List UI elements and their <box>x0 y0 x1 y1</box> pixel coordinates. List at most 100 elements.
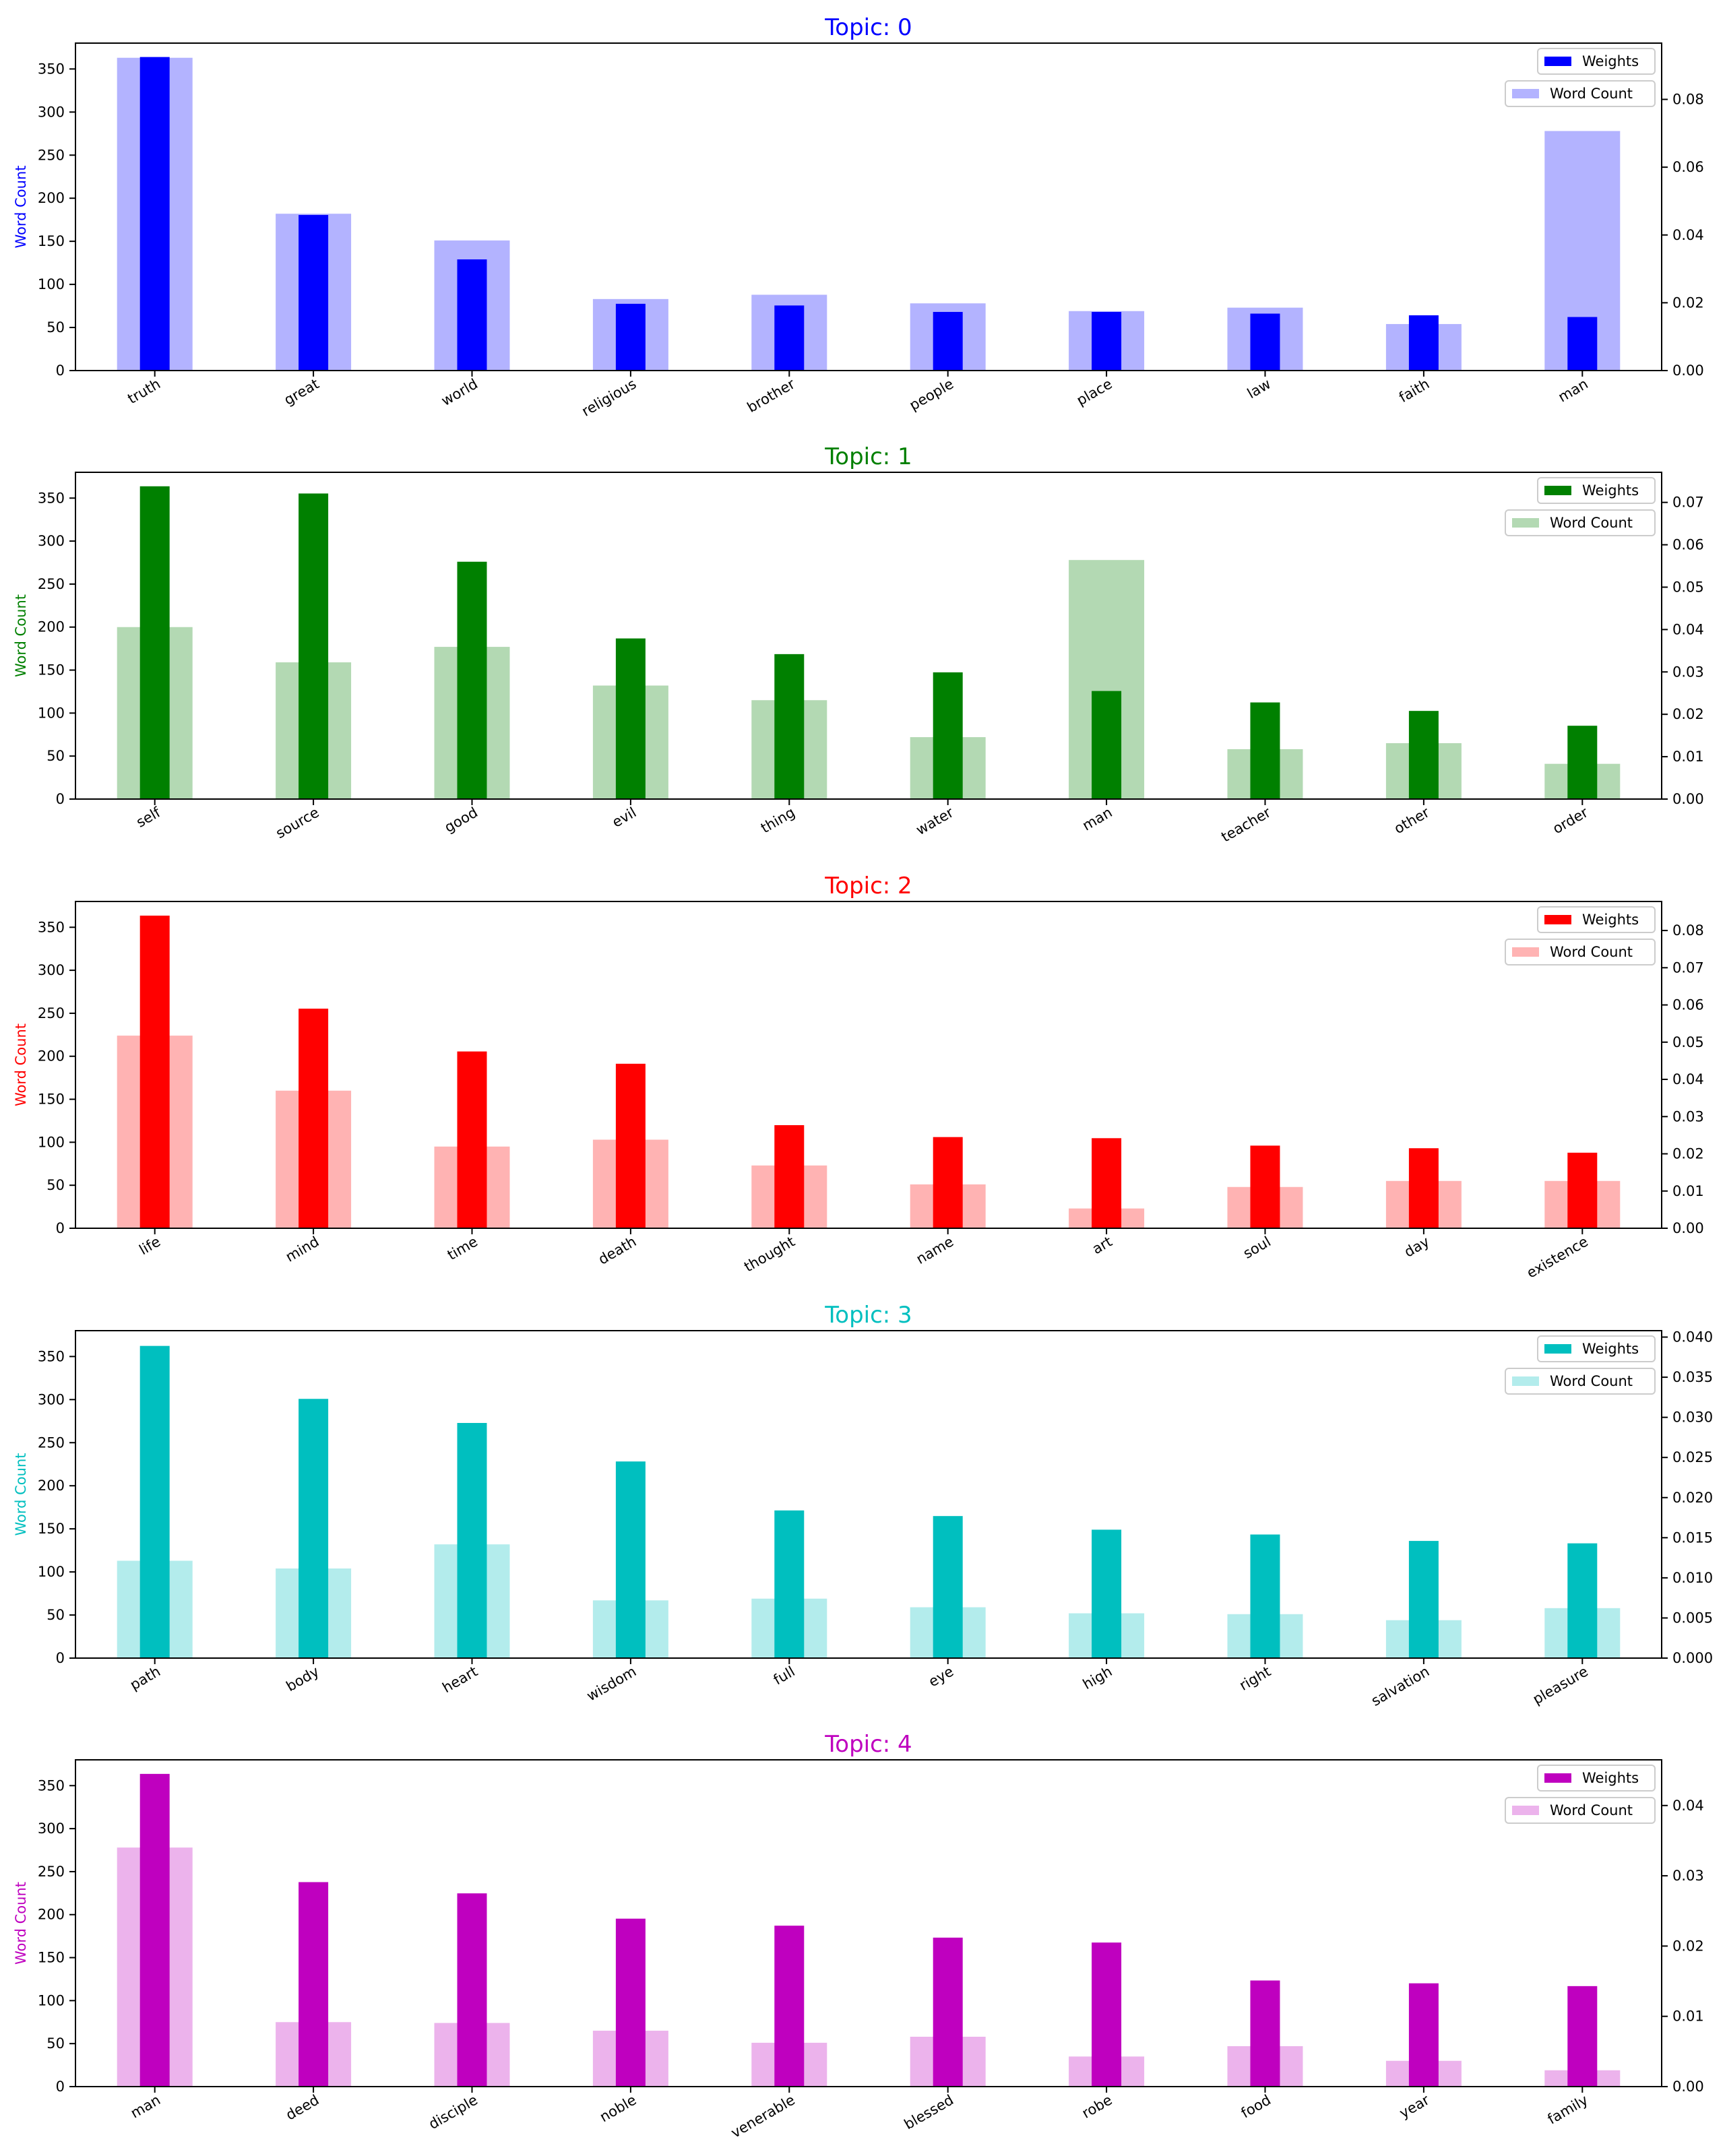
plot-frame <box>75 1330 1662 1659</box>
legend-box <box>1537 477 1656 504</box>
weight-bar <box>933 311 963 371</box>
y-tick-label: 250 <box>38 147 65 163</box>
x-tick-label: law <box>1245 376 1274 402</box>
x-tick-label: art <box>1090 1234 1115 1258</box>
legend-label: Word Count <box>1550 1802 1633 1818</box>
chart-title: Topic: 2 <box>824 873 912 899</box>
y-tick-label: 300 <box>38 1820 65 1837</box>
y-tick-label: 100 <box>38 1992 65 2008</box>
y-tick-label: 150 <box>38 662 65 678</box>
weight-bar <box>1250 1980 1280 2087</box>
weight-bar <box>774 1510 805 1658</box>
x-tick-label: body <box>284 1663 322 1695</box>
x-tick-label: venerable <box>728 2092 798 2141</box>
x-tick-label: year <box>1397 2091 1433 2121</box>
y-tick-label: 50 <box>46 1177 65 1193</box>
x-tick-label: great <box>282 376 322 409</box>
legend-box <box>1505 1797 1656 1824</box>
chart-title: Topic: 0 <box>824 14 912 41</box>
y-tick-label: 350 <box>38 919 65 935</box>
y-right-tick-label: 0.05 <box>1672 579 1704 595</box>
y-right-tick-label: 0.03 <box>1672 1108 1704 1124</box>
y-right-tick-label: 0.025 <box>1672 1449 1713 1465</box>
y-right-tick-label: 0.04 <box>1672 1071 1704 1087</box>
y-right-tick-label: 0.07 <box>1672 959 1704 976</box>
legend-label: Word Count <box>1550 86 1633 102</box>
x-tick-label: robe <box>1079 2092 1115 2122</box>
y-tick-label: 200 <box>38 619 65 635</box>
chart-panel-1: 0 50 100 150 200 250 300 350 0.00 0.01 0.02 0.03 0.0… <box>13 443 1704 846</box>
weight-bar <box>299 215 329 371</box>
weight-bar <box>1408 1148 1439 1228</box>
y-tick-label: 50 <box>46 748 65 764</box>
legend-label: Word Count <box>1550 1373 1633 1389</box>
y-tick-label: 50 <box>46 1607 65 1623</box>
y-right-tick-label: 0.03 <box>1672 1868 1704 1884</box>
x-tick-label: source <box>273 804 321 842</box>
y-right-tick-label: 0.000 <box>1672 1650 1713 1666</box>
y-tick-label: 350 <box>38 1348 65 1364</box>
weight-bar <box>774 654 805 799</box>
legend-word-count: Word Count <box>1505 939 1656 965</box>
legend-label: Weights <box>1582 1341 1639 1357</box>
weight-bar <box>299 1399 329 1658</box>
x-tick-label: brother <box>745 375 798 416</box>
weight-bar <box>1092 1138 1122 1228</box>
x-tick-label: other <box>1391 804 1433 837</box>
y-right-tick-label: 0.015 <box>1672 1529 1713 1546</box>
y-tick-label: 100 <box>38 705 65 721</box>
x-tick-label: mind <box>283 1234 322 1265</box>
x-tick-label: deed <box>283 2092 321 2124</box>
y-axis-label: Word Count <box>13 1882 29 1965</box>
legend-box <box>1505 939 1656 965</box>
weight-bar <box>933 1137 963 1228</box>
x-tick-label: teacher <box>1218 804 1274 845</box>
plot-frame <box>75 1759 1662 2087</box>
weight-bar <box>457 1422 487 1658</box>
x-tick-label: man <box>1555 376 1590 406</box>
weight-bar <box>1567 1152 1598 1228</box>
legend-swatch <box>1544 486 1571 495</box>
y-tick-label: 0 <box>56 2079 65 2095</box>
weight-bar <box>933 1937 963 2087</box>
x-tick-label: pleasure <box>1530 1663 1591 1708</box>
y-right-tick-label: 0.06 <box>1672 159 1704 175</box>
weight-bar <box>457 1893 487 2087</box>
legend-weights: Weights <box>1537 906 1656 933</box>
y-right-tick-label: 0.00 <box>1672 362 1704 379</box>
weight-bar <box>1092 1942 1122 2087</box>
legend-box <box>1537 1335 1656 1362</box>
y-tick-label: 100 <box>38 276 65 292</box>
x-tick-label: family <box>1545 2092 1591 2128</box>
legend-box <box>1505 80 1656 107</box>
y-tick-label: 50 <box>46 319 65 336</box>
weight-bar <box>1408 1983 1439 2087</box>
y-right-tick-label: 0.08 <box>1672 922 1704 939</box>
y-right-tick-label: 0.010 <box>1672 1570 1713 1586</box>
x-tick-label: noble <box>597 2092 639 2126</box>
x-tick-label: high <box>1080 1663 1115 1693</box>
weight-bar <box>933 672 963 799</box>
weight-bar <box>1567 1986 1598 2087</box>
legend-word-count: Word Count <box>1505 509 1656 536</box>
y-right-tick-label: 0.06 <box>1672 537 1704 553</box>
y-right-tick-label: 0.020 <box>1672 1490 1713 1506</box>
weight-bar <box>1567 1543 1598 1658</box>
weight-bar <box>774 305 805 371</box>
chart-title: Topic: 1 <box>824 443 912 470</box>
x-tick-label: faith <box>1396 376 1432 406</box>
weight-bar <box>139 57 170 371</box>
weight-bar <box>615 1461 646 1658</box>
legend-label: Weights <box>1582 912 1639 928</box>
legend-swatch <box>1544 1344 1571 1354</box>
y-axis-label: Word Count <box>13 1023 29 1106</box>
legend-weights: Weights <box>1537 477 1656 504</box>
weight-bar <box>1250 1534 1280 1658</box>
x-tick-label: day <box>1402 1234 1432 1261</box>
x-tick-label: death <box>596 1234 639 1268</box>
y-right-tick-label: 0.04 <box>1672 1798 1704 1814</box>
y-tick-label: 200 <box>38 1478 65 1494</box>
x-tick-label: eye <box>926 1663 956 1690</box>
y-tick-label: 300 <box>38 1391 65 1407</box>
x-tick-label: path <box>127 1663 163 1694</box>
